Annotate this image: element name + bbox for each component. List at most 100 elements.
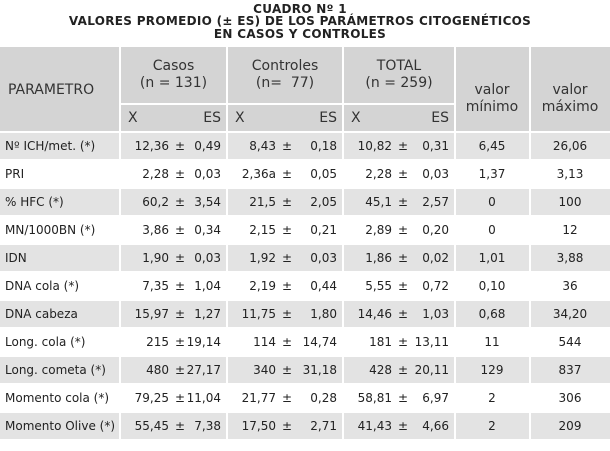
row-border (0, 187, 610, 189)
cell: 31,18 (302, 363, 337, 377)
cell: 14,74 (302, 335, 337, 349)
cell: 1,27 (194, 307, 221, 321)
cell: 0,02 (422, 251, 449, 265)
header-border (120, 103, 455, 105)
cell: 480 (146, 363, 169, 377)
cell: 1,01 (478, 251, 506, 265)
cell: 129 (480, 363, 504, 377)
cell: 100 (558, 195, 582, 209)
cell: 34,20 (552, 307, 588, 321)
cell: 1,80 (310, 307, 337, 321)
header-cell: valor máximo (541, 82, 599, 115)
cell: ± (174, 139, 186, 153)
cell: % HFC (*) (5, 195, 64, 209)
cell: Momento cola (*) (5, 391, 110, 405)
cell: 2,28 (142, 167, 169, 181)
row-border (0, 159, 610, 161)
cell: 1,37 (478, 167, 506, 181)
cell: 340 (253, 363, 276, 377)
cell: ± (397, 279, 409, 293)
cell: 55,45 (134, 419, 169, 433)
cell: 45,1 (365, 195, 392, 209)
cell: 3,86 (142, 223, 169, 237)
col-border (454, 47, 456, 440)
header-cell: X (128, 110, 138, 126)
cell: ± (397, 307, 409, 321)
cell: ± (397, 335, 409, 349)
cell: 13,11 (414, 335, 449, 349)
cell: 2,57 (422, 195, 449, 209)
row-border (0, 215, 610, 217)
header-cell: Casos (152, 58, 195, 74)
cell: ± (281, 335, 293, 349)
cell: 2,28 (365, 167, 392, 181)
cell: 17,50 (241, 419, 276, 433)
row-border (0, 439, 610, 441)
cell: ± (281, 167, 293, 181)
cell: ± (174, 363, 186, 377)
header-cell: Controles (251, 58, 319, 74)
cell: 12 (562, 223, 578, 237)
header-cell: TOTAL (376, 58, 422, 74)
header-cell: ES (203, 110, 221, 126)
cell: 0,31 (422, 139, 449, 153)
cell: 4,66 (422, 419, 449, 433)
cell: 27,17 (186, 363, 221, 377)
header-cell: PARAMETRO (8, 81, 95, 98)
cell: 0,28 (310, 391, 337, 405)
cell: ± (174, 307, 186, 321)
cell: ± (281, 195, 293, 209)
cell: ± (174, 167, 186, 181)
cell: 0,21 (310, 223, 337, 237)
col-border (226, 47, 228, 440)
cell: Nº ICH/met. (*) (5, 139, 96, 153)
cell: ± (397, 167, 409, 181)
cell: 5,55 (365, 279, 392, 293)
row-border (0, 131, 610, 133)
cell: 26,06 (552, 139, 588, 153)
cell: ± (397, 223, 409, 237)
cell: 1,92 (249, 251, 276, 265)
cell: ± (174, 195, 186, 209)
cell: DNA cabeza (5, 307, 78, 321)
col-border (529, 47, 531, 440)
cell: 12,36 (134, 139, 169, 153)
header-cell: (n = 259) (365, 75, 433, 91)
row-bg (0, 272, 610, 300)
cell: 2 (488, 419, 496, 433)
row-bg (0, 300, 610, 328)
cell: 11,75 (241, 307, 276, 321)
cell: 209 (558, 419, 582, 433)
row-bg (0, 216, 610, 244)
cell: MN/1000BN (*) (5, 223, 96, 237)
row-border (0, 411, 610, 413)
row-bg (0, 412, 610, 440)
cell: ± (281, 251, 293, 265)
cell: DNA cola (*) (5, 279, 80, 293)
cell: 1,86 (365, 251, 392, 265)
cell: ± (281, 279, 293, 293)
header-cell: ES (431, 110, 449, 126)
cell: ± (397, 195, 409, 209)
cell: 2,36a (241, 167, 276, 181)
row-bg (0, 356, 610, 384)
cell: ± (397, 139, 409, 153)
col-border (119, 47, 121, 440)
cell: ± (397, 251, 409, 265)
cell: ± (174, 223, 186, 237)
cell: 215 (146, 335, 169, 349)
title: VALORES PROMEDIO (± ES) DE LOS PARÁMETRO… (68, 14, 532, 28)
cell: 1,03 (422, 307, 449, 321)
row-border (0, 383, 610, 385)
cell: 8,43 (249, 139, 276, 153)
cell: 11 (484, 335, 500, 349)
cell: ± (281, 139, 293, 153)
cell: 2,71 (310, 419, 337, 433)
cell: 2,19 (249, 279, 276, 293)
cell: 1,04 (194, 279, 221, 293)
cell: Momento Olive (*) (5, 419, 116, 433)
header-cell: ES (319, 110, 337, 126)
cell: 0,34 (194, 223, 221, 237)
row-border (0, 327, 610, 329)
